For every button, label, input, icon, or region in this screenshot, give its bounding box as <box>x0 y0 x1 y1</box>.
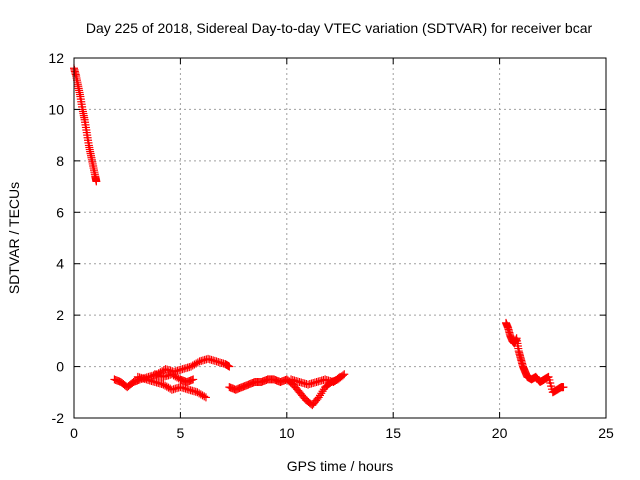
data-segment <box>225 370 349 410</box>
data-point-fill <box>198 391 207 400</box>
data-point <box>314 393 323 402</box>
data-point-fill <box>162 382 171 391</box>
data-point-fill <box>196 390 205 399</box>
x-tick-label: 10 <box>279 425 295 441</box>
x-tick-label: 15 <box>385 425 401 441</box>
data-point-fill <box>172 373 181 382</box>
data-segment <box>150 370 198 386</box>
data-point <box>225 362 234 371</box>
y-tick-label: 10 <box>48 101 64 117</box>
plot-area <box>70 64 568 410</box>
data-point <box>187 362 196 371</box>
y-tick-label: -2 <box>52 410 65 426</box>
data-point-fill <box>317 389 326 398</box>
data-point-fill <box>318 387 327 396</box>
data-point-fill <box>161 381 170 390</box>
data-point <box>336 372 344 381</box>
x-tick-label: 0 <box>70 425 78 441</box>
data-segment <box>70 64 101 186</box>
data-point <box>159 380 168 389</box>
data-point-fill <box>188 361 197 370</box>
y-tick-label: 12 <box>48 50 64 66</box>
data-point-fill <box>200 392 209 401</box>
data-point-fill <box>193 358 202 367</box>
x-axis-label: GPS time / hours <box>287 458 394 474</box>
data-point <box>201 393 210 402</box>
plot-frame <box>73 57 607 419</box>
data-point <box>189 375 198 384</box>
y-tick-label: 6 <box>56 204 64 220</box>
y-tick-label: 8 <box>56 153 64 169</box>
data-segment <box>501 318 568 397</box>
data-point <box>340 370 349 379</box>
data-segment <box>133 372 210 402</box>
data-point-fill <box>169 371 178 380</box>
data-point <box>559 383 568 392</box>
x-tick-label: 20 <box>492 425 508 441</box>
data-point-fill <box>195 389 204 398</box>
chart-title: Day 225 of 2018, Sidereal Day-to-day VTE… <box>86 20 593 36</box>
y-tick-label: 0 <box>56 359 64 375</box>
x-tick-label: 5 <box>177 425 185 441</box>
data-point <box>167 370 176 379</box>
y-axis-label: SDTVAR / TECUs <box>6 182 22 294</box>
y-tick-label: 4 <box>56 256 64 272</box>
data-point <box>92 177 101 186</box>
x-tick-label: 25 <box>598 425 614 441</box>
axis-ticks: 0 5 10 15 20 25 -2 0 2 4 6 8 10 12 <box>48 50 614 441</box>
data-point-fill <box>315 391 324 400</box>
data-point <box>193 388 202 397</box>
data-point-fill <box>171 372 180 381</box>
data-point-fill <box>164 383 173 392</box>
data-segment <box>287 372 344 389</box>
data-point-fill <box>190 360 199 369</box>
grid-lines <box>74 58 606 418</box>
data-point-fill <box>334 373 343 382</box>
y-tick-label: 2 <box>56 307 64 323</box>
data-point-fill <box>192 359 201 368</box>
